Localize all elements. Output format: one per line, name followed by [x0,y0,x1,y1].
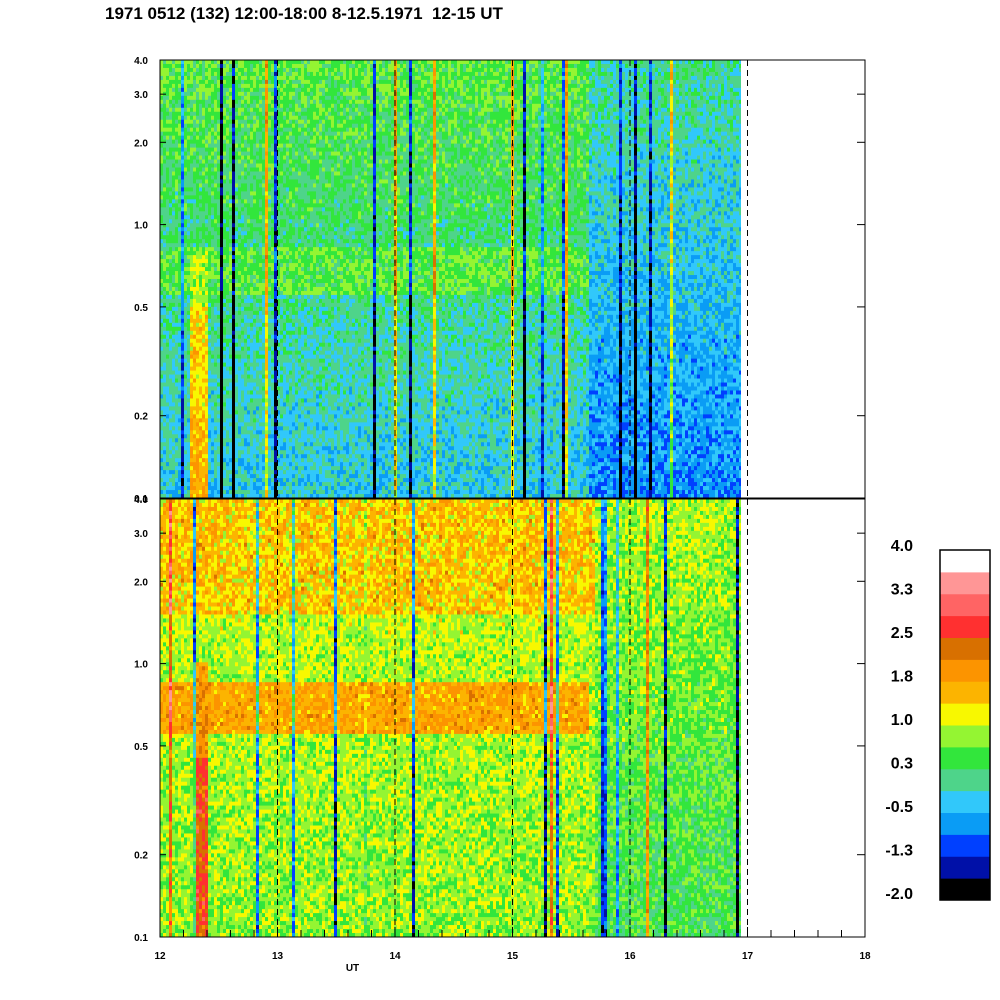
x-tick-label: 13 [272,951,284,962]
colorbar-label: -2.0 [885,886,913,903]
colorbar-swatch [940,615,990,639]
x-tick-label: 15 [507,951,519,962]
chart-overlay [159,59,866,938]
x-axis-label: UT [346,963,359,974]
colorbar-label: 2.5 [891,625,913,642]
y-tick-label: 0.2 [134,412,148,423]
x-tick-label: 16 [624,951,636,962]
y-tick-label: 2.0 [134,577,148,588]
colorbar-swatch [940,812,990,835]
y-tick-label: 4.0 [134,495,148,506]
x-tick-label: 17 [742,951,754,962]
colorbar-swatch [940,571,990,595]
colorbar-label: -1.3 [885,843,913,860]
y-tick-label: 3.0 [134,90,148,101]
y-tick-label: 1.0 [134,660,148,671]
colorbar-swatch [940,834,990,857]
colorbar-swatch [940,637,990,660]
colorbar-frame [939,549,991,901]
x-tick-label: 14 [389,951,401,962]
upper-spectrogram-panel [160,60,741,498]
x-tick-label: 18 [859,951,871,962]
chart-title: 1971 0512 (132) 12:00-18:00 8-12.5.1971 … [105,4,503,24]
colorbar-swatch [940,878,990,901]
y-tick-label: 3.0 [134,529,148,540]
colorbar-label: 0.3 [891,756,913,773]
y-tick-label: 0.1 [134,933,148,944]
y-tick-label: 0.2 [134,851,148,862]
colorbar-swatch [940,725,990,748]
y-tick-label: 0.5 [134,742,148,753]
colorbar-swatch [940,703,990,726]
colorbar: 4.0 3.3 2.5 1.8 1.0 0.3 -0.5 -1.3 -2.0 [885,538,991,903]
y-tick-label: 1.0 [134,221,148,232]
colorbar-swatch [940,790,990,814]
colorbar-swatch [940,768,990,792]
colorbar-label: 4.0 [891,538,913,555]
colorbar-label: -0.5 [885,799,913,816]
colorbar-label: 1.0 [891,712,913,729]
y-tick-label: 0.1 [134,494,148,505]
x-tick-label: 12 [154,951,166,962]
colorbar-swatch [940,593,990,617]
y-tick-label: 0.5 [134,303,148,314]
y-tick-label: 2.0 [134,138,148,149]
y-tick-label: 4.0 [134,56,148,67]
lower-spectrogram-panel [160,499,741,937]
colorbar-label: 1.8 [891,669,913,686]
colorbar-swatch [940,659,990,682]
colorbar-swatch [940,856,990,879]
colorbar-swatch [940,550,990,573]
colorbar-label: 3.3 [891,582,913,599]
colorbar-swatch [940,746,990,770]
colorbar-swatch [940,681,990,704]
chart-axes: 0.10.20.51.02.03.04.00.10.20.51.02.03.04… [134,56,871,974]
